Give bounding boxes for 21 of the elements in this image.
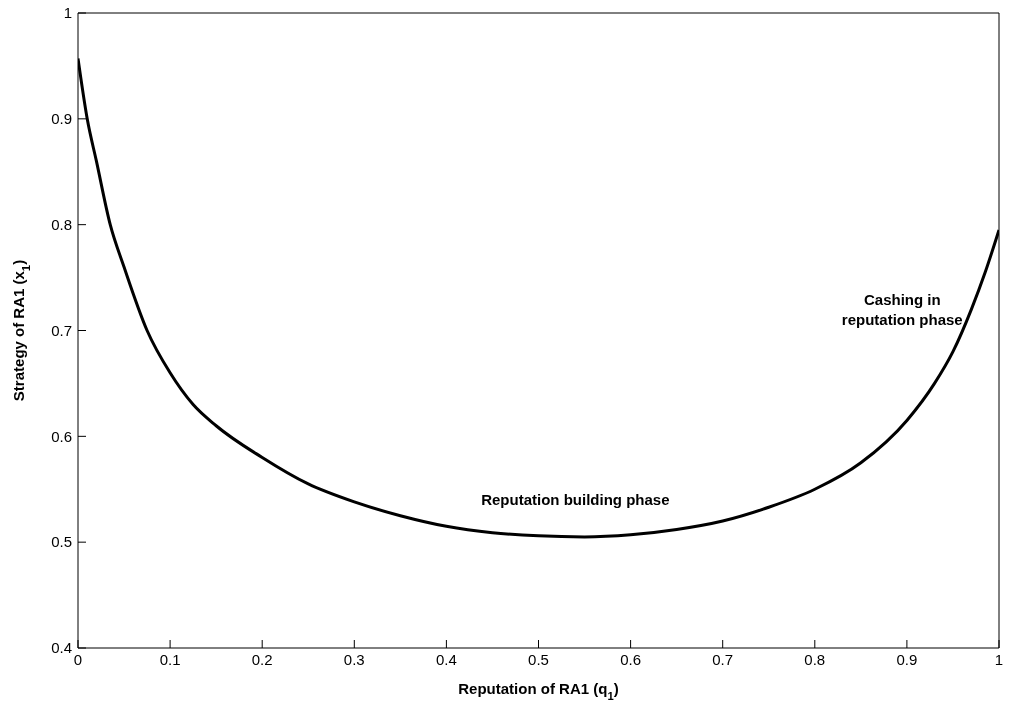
x-tick-label: 0.8 — [804, 650, 826, 668]
x-tick-label: 0.1 — [159, 650, 181, 668]
y-tick-label: 0.4 — [51, 639, 72, 657]
x-tick-label: 0.9 — [896, 650, 918, 668]
y-tick-label: 0.6 — [51, 427, 72, 445]
annotation: Reputation building phase — [481, 491, 670, 509]
y-tick-label: 0.5 — [51, 533, 72, 551]
y-tick-label: 0.9 — [51, 110, 72, 128]
x-tick-label: 0.7 — [712, 650, 734, 668]
y-tick-label: 0.8 — [51, 215, 72, 233]
y-tick-label: 0.7 — [51, 321, 72, 339]
x-tick-label: 0.3 — [343, 650, 365, 668]
x-tick-label: 1 — [994, 650, 1004, 668]
annotation: Cashing in reputation phase — [841, 290, 963, 328]
x-tick-label: 0.6 — [620, 650, 642, 668]
x-tick-label: 0.4 — [435, 650, 457, 668]
x-tick-label: 0.5 — [528, 650, 549, 668]
x-tick-label: 0.2 — [251, 650, 273, 668]
y-tick-label: 1 — [63, 4, 72, 22]
x-tick-label: 0 — [73, 650, 83, 668]
x-axis-title: Reputation of RA1 (q$_{1}$) — [458, 680, 619, 702]
